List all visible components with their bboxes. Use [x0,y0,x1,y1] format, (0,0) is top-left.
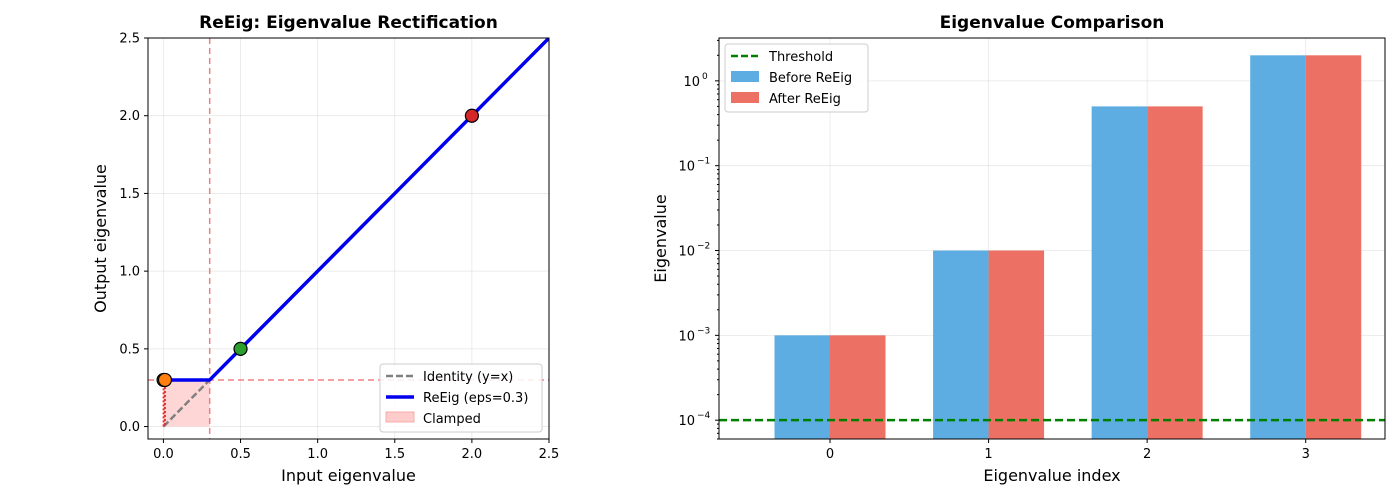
left-chart-title: ReEig: Eigenvalue Rectification [199,13,498,33]
eigenvalue-point [464,108,479,123]
right-plot-area [719,55,1385,439]
left-x-tick-label: 0.0 [153,447,174,462]
left-legend-box [379,363,543,433]
right-y-axis-label: Eigenvalue [651,194,670,282]
legend-clamped-swatch [385,411,415,423]
left-x-tick-label: 1.0 [307,447,328,462]
identity-line [162,379,211,428]
right-x-tick-label: 1 [984,447,992,462]
left-x-axis-label: Input eigenvalue [281,466,416,485]
bar-after-reeig [1147,106,1203,439]
left-y-tick-label: 2.5 [119,32,140,47]
legend-identity-label: Identity (y=x) [423,370,513,385]
legend-after-label: After ReEig [769,92,841,107]
right-y-tick-exponent: 0 [702,72,708,82]
legend-clamped-label: Clamped [423,412,481,427]
eigenvalue-point [233,341,248,356]
right-y-tick-label: 10 [678,329,695,344]
left-y-tick-label: 0.0 [119,420,140,435]
right-y-tick-exponent: −2 [697,242,710,252]
right-y-tick-label: 10 [678,160,695,175]
right-x-tick-label: 0 [826,447,834,462]
left-x-tick-label: 1.5 [384,447,405,462]
right-y-tick-label: 10 [678,414,695,429]
right-x-tick-label: 3 [1302,447,1310,462]
left-axes-frame [147,37,550,440]
legend-before-swatch [731,71,759,82]
right-legend: Threshold Before ReEig After ReEig [724,43,869,113]
left-x-tick-label: 2.0 [462,447,483,462]
left-legend: Identity (y=x) ReEig (eps=0.3) Clamped [379,363,543,433]
legend-reeig-label: ReEig (eps=0.3) [423,391,528,406]
right-legend-box [724,43,869,113]
right-y-tick-label: 10 [678,245,695,260]
left-chart: 0.0 0.5 1.0 1.5 2.0 2.5 0.0 0.5 1.0 1.5 2.0 2.5 ReE… [91,13,559,485]
left-y-tick-label: 1.0 [119,265,140,280]
bar-before-reeig [774,335,830,439]
bar-after-reeig [988,250,1045,439]
legend-after-swatch [731,92,759,103]
reeig-line [163,38,549,382]
right-y-tick-exponent: −4 [697,411,711,421]
left-y-axis-label: Output eigenvalue [91,164,110,313]
right-x-axis-label: Eigenvalue index [983,466,1120,485]
bar-after-reeig [830,335,886,439]
right-axes-frame [718,37,1386,440]
bar-before-reeig [933,250,989,439]
right-x-tick-label: 2 [1143,447,1151,462]
bar-before-reeig [1091,106,1148,439]
right-chart-title: Eigenvalue Comparison [940,13,1165,33]
left-y-tick-label: 2.0 [119,109,140,124]
left-x-tick-label: 2.5 [539,447,560,462]
left-x-tick-label: 0.5 [230,447,251,462]
legend-before-label: Before ReEig [769,71,852,86]
legend-threshold-label: Threshold [768,50,833,65]
left-y-tick-label: 0.5 [119,342,140,357]
left-y-tick-label: 1.5 [119,187,140,202]
right-y-tick-label: 10 [683,75,700,90]
bar-before-reeig [1250,55,1306,439]
right-y-tick-exponent: −3 [697,326,710,336]
right-y-tick-exponent: −1 [697,157,710,167]
left-ticks: 0.0 0.5 1.0 1.5 2.0 2.5 0.0 0.5 1.0 1.5 2.0 2.5 [119,32,559,463]
right-chart: 10−410−310−210−110 00 1 2 3 Eigenvalue Compa… [651,13,1386,485]
right-ticks: 10−410−310−210−110 00 1 2 3 [678,39,1310,462]
bar-after-reeig [1305,55,1362,439]
eigenvalue-point [157,372,173,388]
